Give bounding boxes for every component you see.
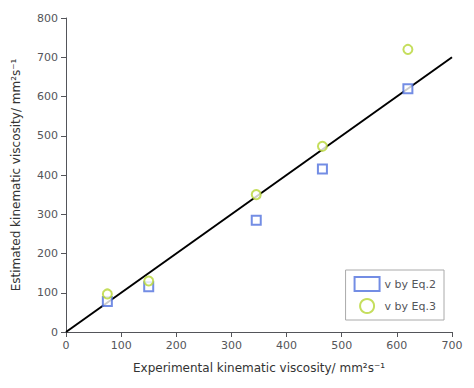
svg-text:100: 100 [111, 339, 132, 352]
svg-text:800: 800 [37, 12, 58, 25]
svg-text:700: 700 [37, 51, 58, 64]
svg-text:0: 0 [63, 339, 70, 352]
svg-text:300: 300 [221, 339, 242, 352]
svg-text:200: 200 [37, 247, 58, 260]
svg-text:600: 600 [386, 339, 407, 352]
svg-text:v by Eq.2: v by Eq.2 [385, 278, 436, 291]
svg-text:600: 600 [37, 90, 58, 103]
svg-text:v by Eq.3: v by Eq.3 [385, 300, 436, 313]
svg-text:400: 400 [37, 169, 58, 182]
svg-text:Estimated kinematic viscosity/: Estimated kinematic viscosity/ mm²s⁻¹ [9, 58, 23, 291]
svg-text:400: 400 [276, 339, 297, 352]
svg-text:Experimental kinematic viscosi: Experimental kinematic viscosity/ mm²s⁻¹ [133, 361, 385, 375]
svg-text:200: 200 [166, 339, 187, 352]
svg-text:500: 500 [331, 339, 352, 352]
svg-text:0: 0 [51, 326, 58, 339]
svg-text:700: 700 [442, 339, 463, 352]
svg-text:300: 300 [37, 208, 58, 221]
svg-text:100: 100 [37, 286, 58, 299]
svg-text:500: 500 [37, 129, 58, 142]
